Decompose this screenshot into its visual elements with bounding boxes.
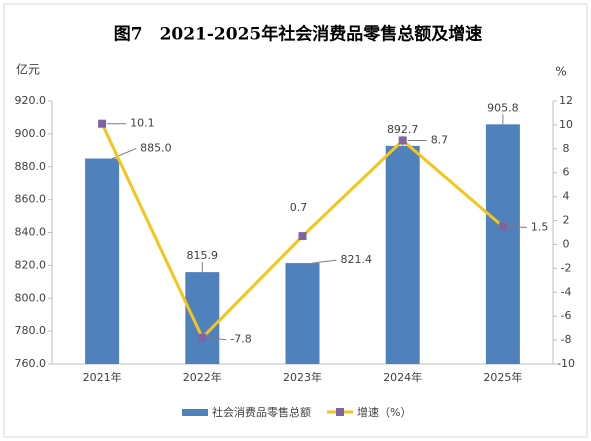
bar bbox=[285, 263, 320, 364]
y-tick-label: 800.0 bbox=[15, 291, 47, 304]
legend-marker bbox=[336, 408, 344, 416]
bar bbox=[385, 145, 420, 364]
marker bbox=[398, 136, 407, 145]
x-tick-label: 2024年 bbox=[383, 370, 422, 384]
y2-tick-label: 2 bbox=[563, 214, 570, 227]
bar bbox=[485, 124, 520, 364]
y2-tick-label: 10 bbox=[559, 118, 573, 131]
data-label: 1.5 bbox=[531, 221, 549, 234]
y-tick-label: 840.0 bbox=[15, 226, 47, 239]
data-label: 8.7 bbox=[431, 133, 449, 146]
y2-tick-label: -8 bbox=[561, 333, 572, 346]
data-label: 821.4 bbox=[341, 253, 373, 266]
marker bbox=[198, 333, 207, 342]
x-tick-label: 2022年 bbox=[183, 370, 222, 384]
y-tick-label: 920.0 bbox=[15, 94, 47, 107]
leader-line bbox=[312, 259, 337, 264]
legend-label: 社会消费品零售总额 bbox=[212, 405, 311, 419]
y-tick-label: 860.0 bbox=[15, 193, 47, 206]
y-tick-label: 880.0 bbox=[15, 160, 47, 173]
data-label: -7.8 bbox=[230, 333, 251, 346]
y2-tick-label: -2 bbox=[561, 261, 572, 274]
data-label: 892.7 bbox=[387, 123, 419, 136]
leader-line bbox=[507, 226, 527, 229]
data-label: 885.0 bbox=[140, 142, 172, 155]
y-tick-label: 760.0 bbox=[15, 357, 47, 370]
y2-tick-label: -4 bbox=[561, 285, 572, 298]
y2-tick-label: -10 bbox=[557, 357, 575, 370]
leader-line bbox=[207, 337, 227, 341]
y2-tick-label: 0 bbox=[563, 237, 570, 250]
data-label: 0.7 bbox=[290, 201, 308, 214]
y-axis-unit: 亿元 bbox=[16, 62, 40, 77]
marker bbox=[98, 119, 107, 128]
y2-tick-label: -6 bbox=[561, 309, 572, 322]
y2-tick-label: 12 bbox=[559, 94, 573, 107]
marker bbox=[498, 222, 507, 231]
data-label: 10.1 bbox=[130, 117, 155, 130]
y-tick-label: 900.0 bbox=[15, 127, 47, 140]
data-label: 815.9 bbox=[187, 249, 219, 262]
y-tick-label: 780.0 bbox=[15, 324, 47, 337]
bar bbox=[85, 158, 120, 364]
y2-tick-label: 4 bbox=[563, 190, 570, 203]
y2-tick-label: 8 bbox=[563, 142, 570, 155]
legend-swatch bbox=[182, 409, 208, 416]
legend-label: 增速（%） bbox=[357, 405, 411, 419]
y-tick-label: 820.0 bbox=[15, 258, 47, 271]
data-label: 905.8 bbox=[487, 101, 519, 114]
x-tick-label: 2025年 bbox=[483, 370, 522, 384]
chart-title: 图7 2021-2025年社会消费品零售总额及增速 bbox=[114, 24, 483, 45]
bar bbox=[185, 272, 220, 364]
marker bbox=[298, 232, 307, 241]
x-tick-label: 2023年 bbox=[283, 370, 322, 384]
x-tick-label: 2021年 bbox=[83, 370, 122, 384]
y2-axis-unit: % bbox=[555, 65, 566, 79]
y2-tick-label: 6 bbox=[563, 166, 570, 179]
